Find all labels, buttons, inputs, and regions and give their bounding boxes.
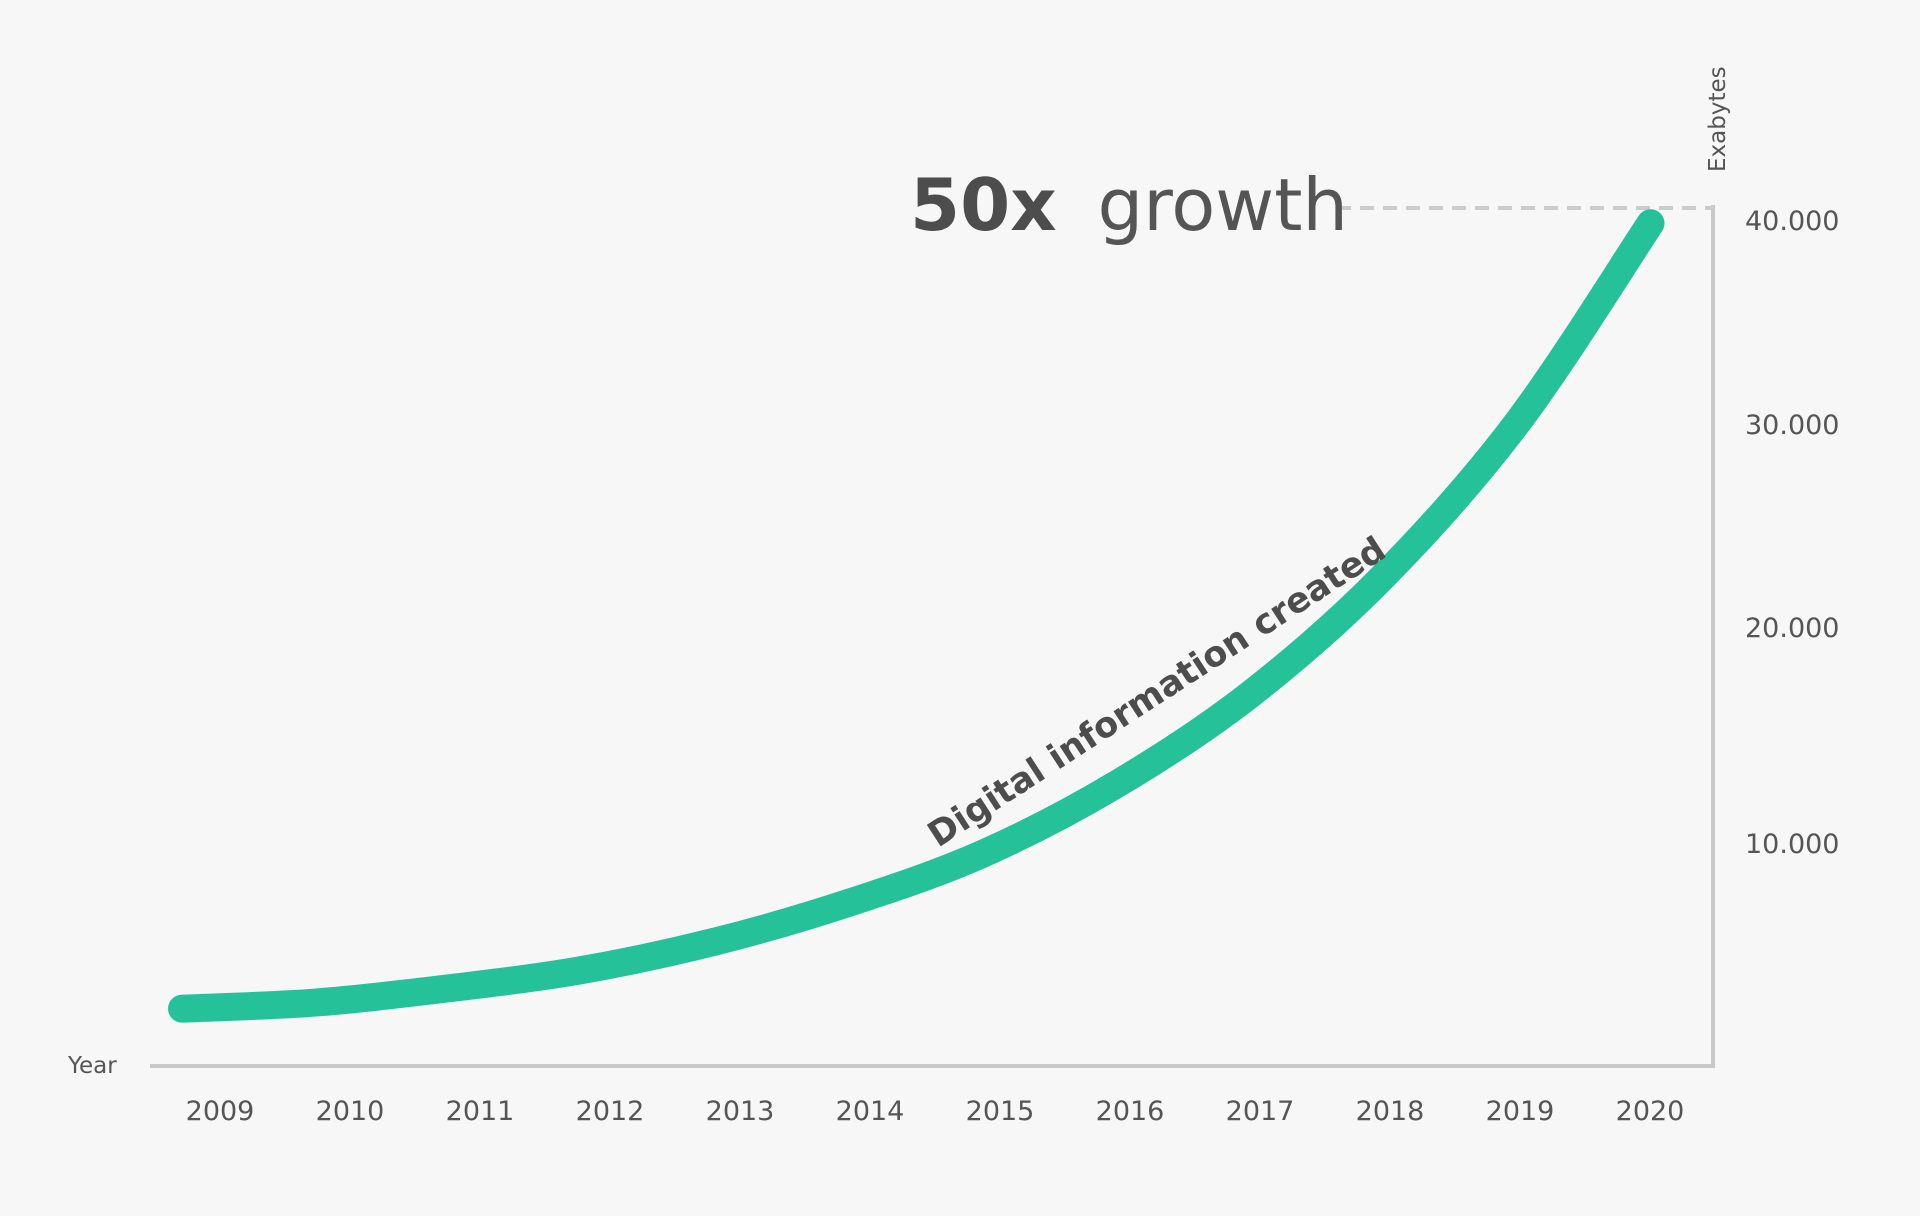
x-tick-label: 2017 [1226, 1096, 1295, 1127]
x-tick-label: 2019 [1486, 1096, 1555, 1127]
growth-word: growth [1098, 163, 1349, 247]
series-layer: Digital information created [168, 209, 1665, 1023]
data-point [847, 900, 852, 905]
data-point [714, 939, 718, 944]
x-tick-label: 2013 [706, 1096, 775, 1127]
data-point [1381, 574, 1386, 579]
y-tick-labels: 10.000 20.000 30.000 40.000 [1745, 206, 1839, 860]
y-tick-label: 20.000 [1745, 613, 1839, 644]
data-point [981, 851, 985, 856]
growth-annotation: 50x growth [910, 163, 1348, 247]
series-line [168, 209, 1665, 1023]
data-point [1248, 692, 1252, 697]
x-axis-title: Year [67, 1053, 117, 1079]
x-tick-label: 2020 [1616, 1096, 1685, 1127]
data-point [447, 986, 451, 991]
data-point [580, 967, 585, 972]
y-tick-label: 10.000 [1745, 829, 1839, 860]
x-tick-label: 2014 [836, 1096, 905, 1127]
data-point [180, 1006, 184, 1011]
growth-multiplier: 50x [910, 163, 1057, 247]
y-tick-label: 40.000 [1745, 206, 1839, 237]
y-tick-label: 30.000 [1745, 410, 1839, 441]
x-tick-labels: 2009 2010 2011 2012 2013 2014 2015 2016 2017 2018… [186, 1096, 1685, 1127]
x-tick-label: 2009 [186, 1096, 255, 1127]
data-point [1648, 221, 1653, 226]
x-tick-label: 2010 [316, 1096, 385, 1127]
x-tick-label: 2012 [576, 1096, 645, 1127]
data-point [1515, 421, 1519, 426]
x-tick-label: 2015 [966, 1096, 1035, 1127]
axes [150, 205, 1715, 1068]
x-tick-label: 2011 [446, 1096, 515, 1127]
data-point [313, 1000, 318, 1005]
data-point [1114, 782, 1119, 787]
x-tick-label: 2016 [1096, 1096, 1165, 1127]
y-axis-title: Exabytes [1705, 66, 1731, 172]
series-label: Digital information created [921, 530, 1393, 856]
x-tick-label: 2018 [1356, 1096, 1425, 1127]
